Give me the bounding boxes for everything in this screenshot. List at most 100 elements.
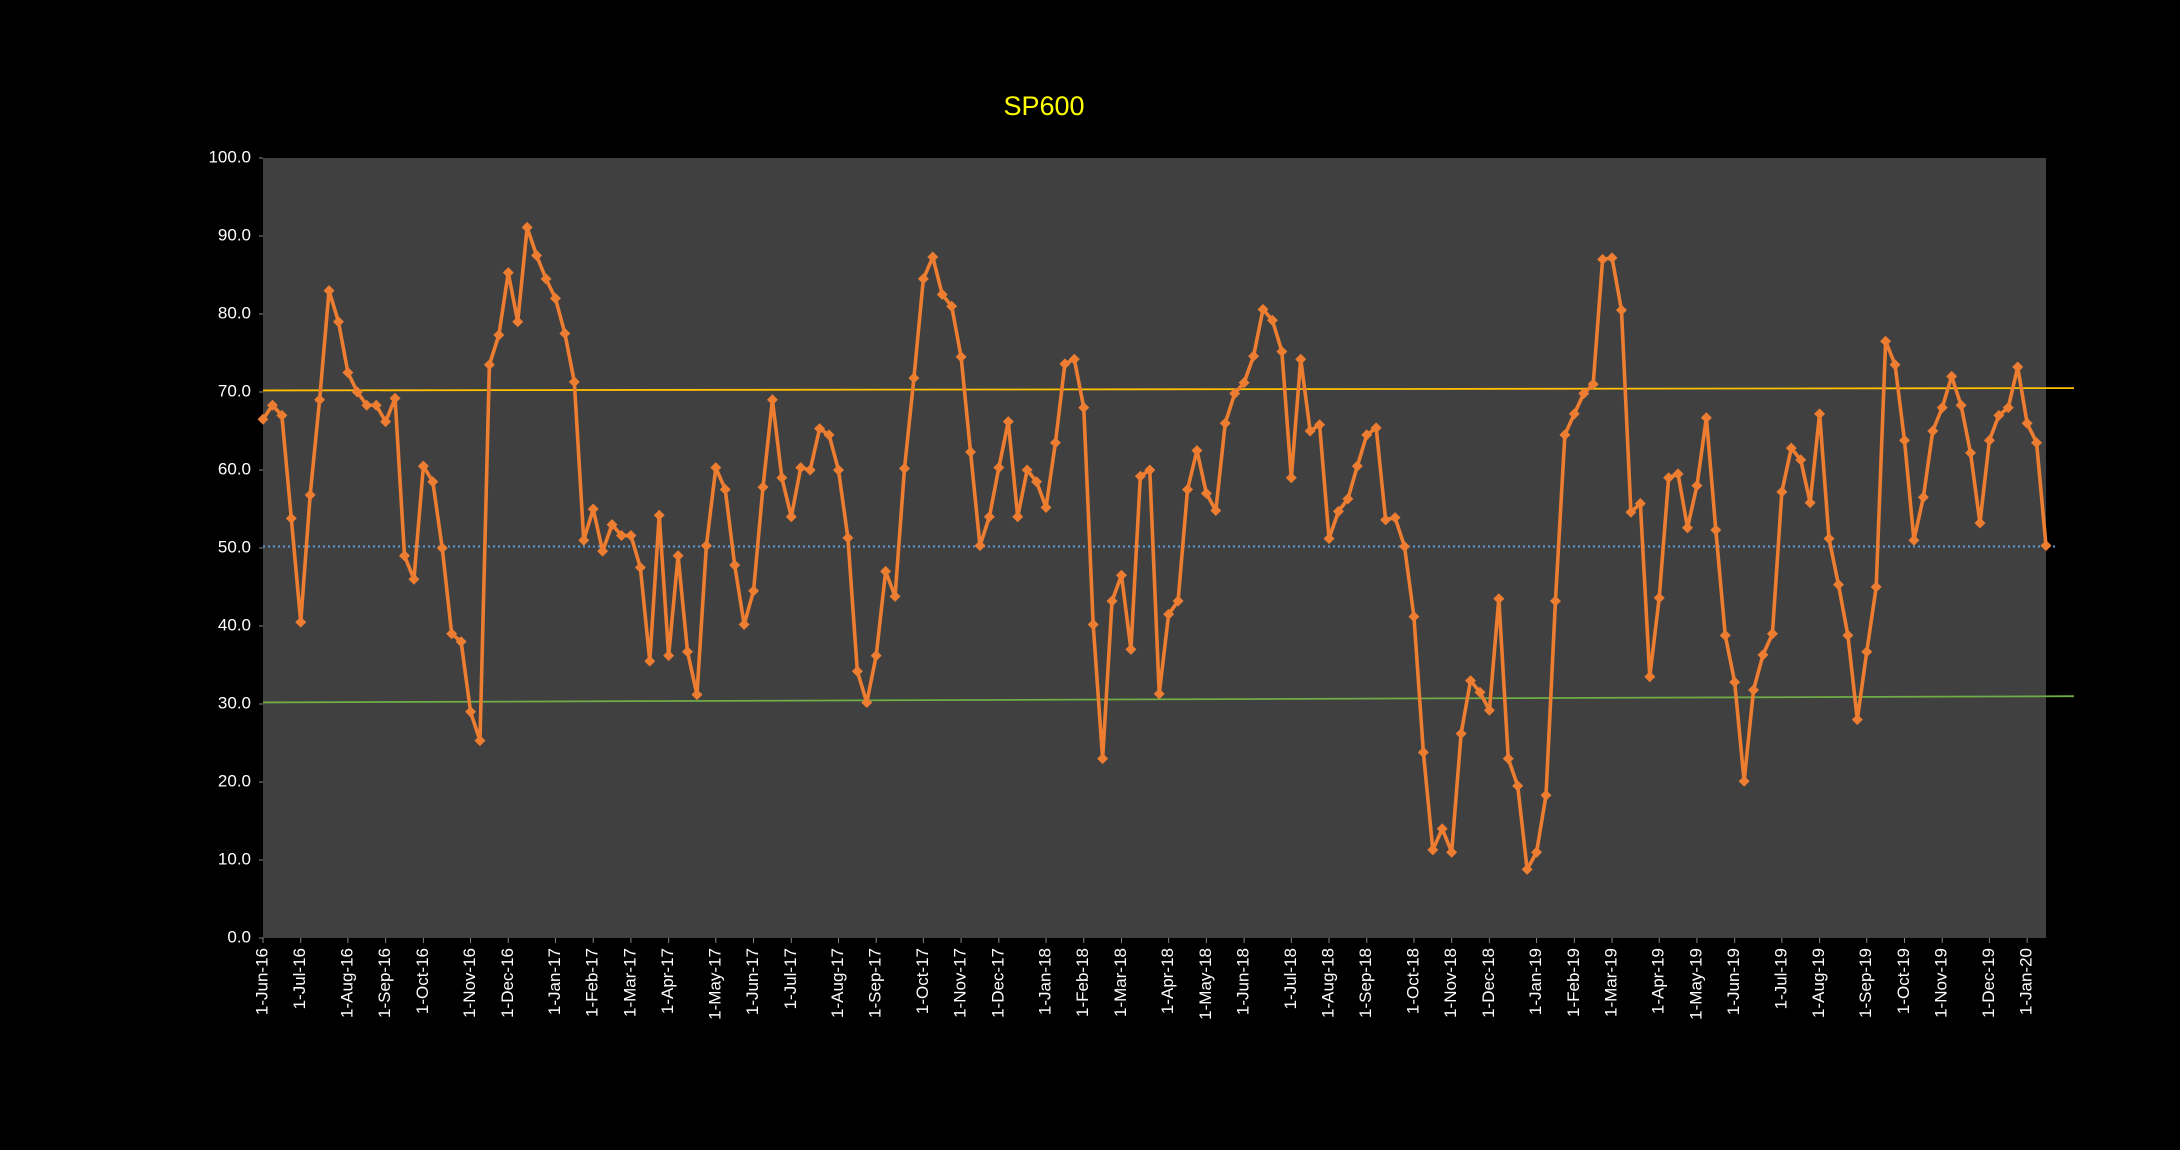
data-point — [2021, 417, 2033, 429]
data-point — [889, 590, 901, 602]
data-point — [1842, 629, 1854, 641]
data-point — [399, 550, 411, 562]
data-point — [936, 289, 948, 300]
data-point — [1549, 595, 1561, 607]
y-tick-label: 70.0 — [218, 381, 251, 400]
data-point — [1398, 540, 1410, 552]
reference-line — [262, 387, 2075, 392]
data-point — [1917, 491, 1929, 503]
data-point — [1983, 434, 1995, 446]
reference-line — [262, 695, 2075, 704]
data-point — [483, 359, 495, 371]
data-point — [1153, 688, 1165, 700]
data-point — [1144, 464, 1156, 476]
data-point — [1691, 480, 1703, 492]
data-point — [729, 559, 741, 571]
x-tick-label: 1-Feb-19 — [1564, 948, 1583, 1017]
data-point — [917, 273, 929, 285]
data-point — [880, 565, 892, 577]
data-point — [870, 650, 882, 662]
data-point — [578, 534, 590, 546]
x-tick-label: 1-Oct-17 — [913, 948, 932, 1014]
data-point — [1427, 844, 1439, 856]
x-tick-label: 1-Nov-18 — [1441, 948, 1460, 1018]
x-tick-label: 1-Sep-18 — [1356, 948, 1375, 1018]
data-point — [1766, 628, 1778, 640]
data-point — [1483, 704, 1495, 716]
data-point — [1049, 437, 1061, 449]
data-point — [1823, 533, 1835, 545]
x-tick-label: 1-Jan-18 — [1035, 948, 1054, 1015]
data-point — [1248, 350, 1260, 362]
data-point — [540, 273, 552, 285]
data-point — [983, 511, 995, 523]
x-tick-label: 1-Dec-18 — [1479, 948, 1498, 1018]
data-point — [1238, 377, 1250, 389]
x-tick-label: 1-Jun-19 — [1724, 948, 1743, 1015]
data-point — [710, 462, 722, 474]
data-point — [1314, 419, 1326, 431]
x-tick-label: 1-May-19 — [1686, 948, 1705, 1020]
data-point — [1634, 498, 1646, 510]
data-point — [1729, 676, 1741, 688]
data-point — [832, 464, 844, 476]
data-point — [1465, 675, 1477, 687]
data-point — [493, 329, 505, 341]
x-tick-label: 1-Jun-17 — [743, 948, 762, 1015]
data-point — [1955, 399, 1967, 411]
y-tick-label: 10.0 — [218, 849, 251, 868]
x-tick-label: 1-Aug-18 — [1319, 948, 1338, 1018]
data-point — [1172, 595, 1184, 607]
data-point — [1389, 512, 1401, 524]
x-tick-label: 1-Jul-16 — [290, 948, 309, 1009]
data-point — [766, 394, 778, 406]
data-point — [342, 367, 354, 378]
data-point — [861, 696, 873, 708]
data-point — [1908, 534, 1920, 546]
data-point — [1710, 524, 1722, 536]
x-tick-label: 1-Sep-17 — [866, 948, 885, 1018]
x-tick-label: 1-Oct-16 — [413, 948, 432, 1014]
data-point — [1578, 388, 1590, 400]
data-point — [1606, 252, 1618, 264]
x-tick-label: 1-Mar-17 — [620, 948, 639, 1017]
data-point — [323, 285, 335, 297]
data-point — [1021, 464, 1033, 476]
data-point — [1738, 775, 1750, 787]
data-point — [1446, 846, 1458, 858]
x-tick-label: 1-Nov-19 — [1932, 948, 1951, 1018]
data-point — [615, 530, 627, 542]
data-point — [1087, 618, 1099, 630]
data-point — [719, 484, 731, 495]
data-point — [549, 292, 561, 304]
data-point — [1097, 753, 1109, 765]
data-point — [1351, 460, 1363, 472]
y-tick-label: 40.0 — [218, 615, 251, 634]
data-point — [361, 399, 373, 411]
x-tick-label: 1-Mar-18 — [1111, 948, 1130, 1017]
data-point — [1210, 505, 1222, 517]
data-point — [776, 472, 788, 484]
series-line — [261, 225, 2048, 872]
data-point — [2012, 361, 2024, 373]
data-point — [1304, 425, 1316, 437]
x-tick-label: 1-May-18 — [1196, 948, 1215, 1020]
data-point — [606, 519, 618, 531]
x-tick-label: 1-Dec-17 — [988, 948, 1007, 1018]
data-point — [1615, 304, 1627, 316]
data-point — [436, 542, 448, 554]
x-tick-label: 1-Oct-18 — [1403, 948, 1422, 1014]
y-tick-label: 60.0 — [218, 459, 251, 478]
data-point — [2040, 540, 2052, 552]
data-point — [1748, 684, 1760, 696]
data-point — [653, 509, 665, 521]
x-tick-label: 1-Jun-18 — [1234, 948, 1253, 1015]
data-point — [1182, 484, 1194, 495]
data-point — [965, 446, 977, 458]
data-point — [757, 481, 769, 493]
x-tick-label: 1-Feb-17 — [583, 948, 602, 1017]
data-point — [1455, 728, 1467, 740]
data-point — [748, 585, 760, 597]
data-point — [1229, 388, 1241, 400]
